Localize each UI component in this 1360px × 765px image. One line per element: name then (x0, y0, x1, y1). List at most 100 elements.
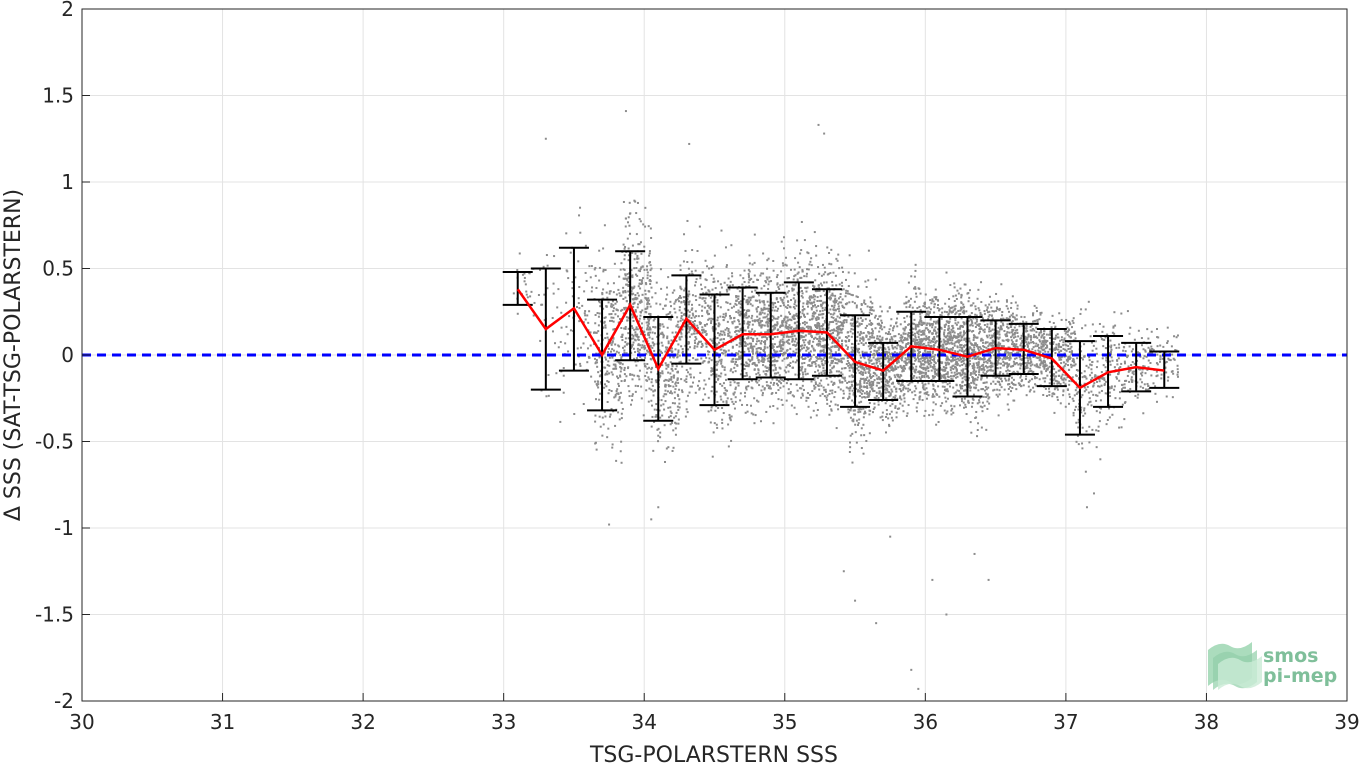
scatter-point (875, 391, 878, 394)
scatter-point (747, 272, 750, 275)
scatter-point (653, 408, 656, 411)
scatter-point (912, 366, 915, 369)
scatter-point (824, 390, 827, 393)
scatter-point (761, 356, 764, 359)
scatter-point (587, 355, 590, 358)
scatter-point (557, 288, 560, 291)
scatter-point (691, 273, 694, 276)
scatter-point (926, 365, 929, 368)
scatter-point (582, 321, 585, 324)
scatter-point (775, 391, 778, 394)
scatter-point (579, 362, 582, 365)
scatter-point (793, 340, 796, 343)
scatter-point (848, 392, 851, 395)
scatter-point (788, 324, 791, 327)
scatter-point (767, 331, 770, 334)
scatter-point (640, 279, 643, 282)
scatter-point (669, 410, 672, 413)
scatter-point (906, 343, 909, 346)
scatter-point (766, 323, 769, 326)
scatter-point (903, 316, 906, 319)
scatter-point (583, 312, 586, 315)
scatter-point (767, 304, 770, 307)
scatter-point (636, 292, 639, 295)
scatter-point (863, 301, 866, 304)
scatter-point (875, 353, 878, 356)
scatter-point (807, 252, 810, 255)
scatter-point (912, 312, 915, 315)
scatter-point (693, 345, 696, 348)
scatter-point (851, 419, 854, 422)
scatter-point (780, 298, 783, 301)
scatter-point (716, 400, 719, 403)
scatter-point (602, 247, 605, 250)
scatter-point (936, 307, 939, 310)
scatter-point (694, 320, 697, 323)
scatter-point (651, 404, 654, 407)
scatter-point (857, 422, 860, 425)
scatter-point (772, 325, 775, 328)
scatter-point (624, 325, 627, 328)
scatter-point (891, 419, 894, 422)
scatter-point (681, 391, 684, 394)
scatter-point (625, 343, 628, 346)
scatter-point (880, 357, 883, 360)
scatter-point (868, 393, 871, 396)
scatter-point (617, 399, 620, 402)
scatter-point (631, 373, 634, 376)
scatter-point (871, 411, 874, 414)
scatter-point (832, 321, 835, 324)
scatter-point (831, 341, 834, 344)
scatter-point (913, 370, 916, 373)
scatter-point (707, 289, 710, 292)
scatter-point (858, 372, 861, 375)
scatter-point (676, 379, 679, 382)
scatter-point (614, 395, 617, 398)
scatter-point (951, 306, 954, 309)
scatter-point (675, 365, 678, 368)
scatter-point (603, 386, 606, 389)
scatter-point (932, 355, 935, 358)
scatter-point (890, 318, 893, 321)
scatter-point (907, 300, 910, 303)
scatter-point (614, 343, 617, 346)
scatter-point (708, 377, 711, 380)
scatter-point (870, 376, 873, 379)
scatter-point (677, 422, 680, 425)
scatter-point (653, 332, 656, 335)
scatter-point (757, 347, 760, 350)
scatter-point (932, 401, 935, 404)
scatter-point (766, 338, 769, 341)
scatter-point (833, 345, 836, 348)
scatter-point (819, 282, 822, 285)
scatter-point (943, 385, 946, 388)
scatter-point (758, 299, 761, 302)
scatter-point (863, 412, 866, 415)
scatter-point (744, 295, 747, 298)
scatter-point (660, 404, 663, 407)
scatter-point (914, 341, 917, 344)
scatter-point (927, 376, 930, 379)
scatter-point (633, 285, 636, 288)
scatter-point (720, 229, 723, 232)
scatter-point (849, 386, 852, 389)
scatter-point (796, 272, 799, 275)
scatter-point (900, 351, 903, 354)
scatter-point (899, 365, 902, 368)
scatter-point (888, 306, 891, 309)
scatter-point (829, 349, 832, 352)
scatter-point (606, 364, 609, 367)
scatter-point (744, 365, 747, 368)
scatter-point (747, 268, 750, 271)
scatter-point (766, 313, 769, 316)
scatter-point (844, 367, 847, 370)
scatter-point (878, 330, 881, 333)
scatter-point (785, 399, 788, 402)
scatter-point (868, 375, 871, 378)
scatter-point (895, 390, 898, 393)
scatter-point (869, 343, 872, 346)
scatter-point (634, 360, 637, 363)
scatter-point (851, 342, 854, 345)
scatter-point (864, 303, 867, 306)
